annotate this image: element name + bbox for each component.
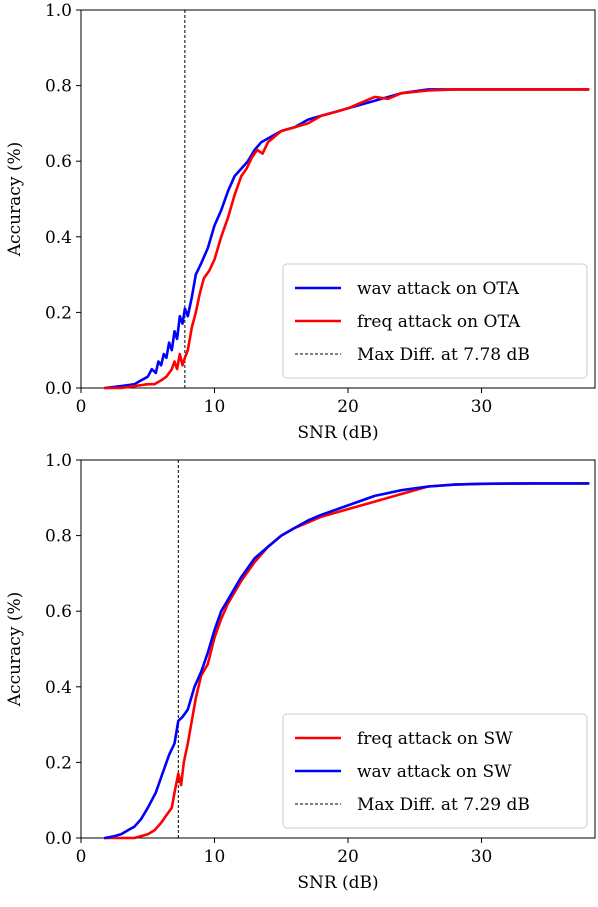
x-axis-label: SNR (dB) [297,873,378,893]
legend-label: freq attack on SW [357,729,513,749]
y-axis-label: Accuracy (%) [5,592,25,707]
x-tick-label: 20 [337,847,359,867]
y-tick-label: 0.8 [45,527,72,547]
y-tick-label: 0.4 [45,678,72,698]
chart-panel-2: 0.0 0.2 0.4 0.6 0.8 1.0 0 10 20 30 SNR (dB) Accurac… [5,451,596,893]
x-tick-label: 10 [204,847,226,867]
y-tick-label: 0.2 [45,753,72,773]
x-axis-label: SNR (dB) [297,423,378,443]
x-tick-label: 30 [471,847,493,867]
y-tick-label: 0.6 [45,602,72,622]
y-axis-label: Accuracy (%) [5,142,25,257]
legend-label: Max Diff. at 7.78 dB [357,345,530,365]
y-tick-label: 0.8 [45,77,72,97]
y-tick-label: 0.6 [45,152,72,172]
plot-frame [80,459,596,839]
legend-label: freq attack on OTA [357,312,521,332]
y-tick-label: 0.4 [45,228,72,248]
x-tick-label: 30 [471,397,493,417]
x-tick-label: 0 [76,847,87,867]
legend-label: Max Diff. at 7.29 dB [357,795,530,815]
series-line-wav [103,482,590,840]
legend-box [282,263,588,379]
y-tick-label: 0.0 [45,379,72,399]
legend-box [282,713,588,829]
x-tick-label: 0 [76,397,87,417]
chart-panel-1: 0.0 0.2 0.4 0.6 0.8 1.0 0 10 20 30 SNR (dB) Accurac… [5,1,596,443]
y-tick-label: 0.2 [45,303,72,323]
x-tick-label: 10 [204,397,226,417]
legend-label: wav attack on SW [357,762,512,782]
y-tick-label: 1.0 [45,1,72,21]
y-tick-label: 1.0 [45,451,72,471]
y-tick-label: 0.0 [45,829,72,849]
x-tick-label: 20 [337,397,359,417]
plot-frame [80,9,596,389]
series-line-freq [103,88,590,390]
series-line-freq [103,482,590,840]
legend-label: wav attack on OTA [357,279,520,299]
